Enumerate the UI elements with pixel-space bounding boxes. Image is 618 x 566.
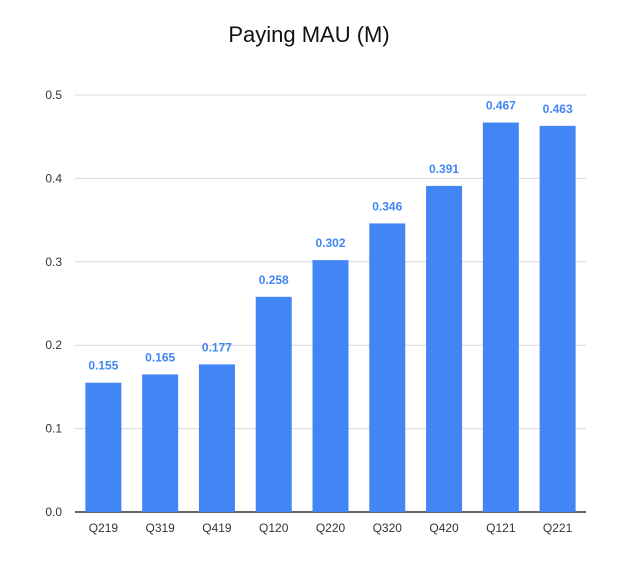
data-labels: 0.155 0.165 0.177 0.258 0.302 0.346 0.391 0.467… bbox=[88, 99, 573, 373]
data-label: 0.302 bbox=[315, 236, 345, 250]
x-tick-label: Q419 bbox=[202, 521, 232, 535]
x-axis-ticks: Q219 Q319 Q419 Q120 Q220 Q320 Q420 Q121 Q221 bbox=[89, 521, 573, 535]
y-tick-label: 0.5 bbox=[45, 88, 62, 102]
y-tick-label: 0.0 bbox=[45, 505, 62, 519]
x-tick-label: Q121 bbox=[486, 521, 516, 535]
y-axis-ticks: 0.0 0.1 0.2 0.3 0.4 0.5 bbox=[45, 88, 62, 519]
bar-q419 bbox=[198, 364, 235, 512]
data-label: 0.346 bbox=[372, 199, 402, 213]
x-tick-label: Q221 bbox=[543, 521, 573, 535]
x-tick-label: Q220 bbox=[316, 521, 346, 535]
bar-q319 bbox=[142, 374, 179, 512]
data-label: 0.155 bbox=[88, 359, 118, 373]
x-tick-label: Q320 bbox=[373, 521, 403, 535]
data-label: 0.258 bbox=[259, 273, 289, 287]
chart-title: Paying MAU (M) bbox=[228, 22, 390, 47]
bar-q120 bbox=[255, 296, 292, 512]
x-tick-label: Q120 bbox=[259, 521, 289, 535]
bar-q220 bbox=[312, 260, 349, 512]
y-tick-label: 0.2 bbox=[45, 338, 62, 352]
data-label: 0.177 bbox=[202, 340, 232, 354]
bar-q219 bbox=[85, 382, 122, 512]
bar-q221 bbox=[539, 125, 576, 512]
y-tick-label: 0.4 bbox=[45, 171, 62, 185]
data-label: 0.467 bbox=[486, 99, 516, 113]
y-tick-label: 0.1 bbox=[45, 422, 62, 436]
y-tick-label: 0.3 bbox=[45, 255, 62, 269]
bar-q420 bbox=[426, 185, 463, 512]
x-tick-label: Q319 bbox=[145, 521, 175, 535]
bar-q121 bbox=[482, 122, 519, 512]
x-tick-label: Q219 bbox=[89, 521, 119, 535]
data-label: 0.391 bbox=[429, 162, 459, 176]
data-label: 0.463 bbox=[543, 102, 573, 116]
bars bbox=[85, 122, 576, 512]
data-label: 0.165 bbox=[145, 350, 175, 364]
bar-q320 bbox=[369, 223, 406, 512]
x-tick-label: Q420 bbox=[429, 521, 459, 535]
